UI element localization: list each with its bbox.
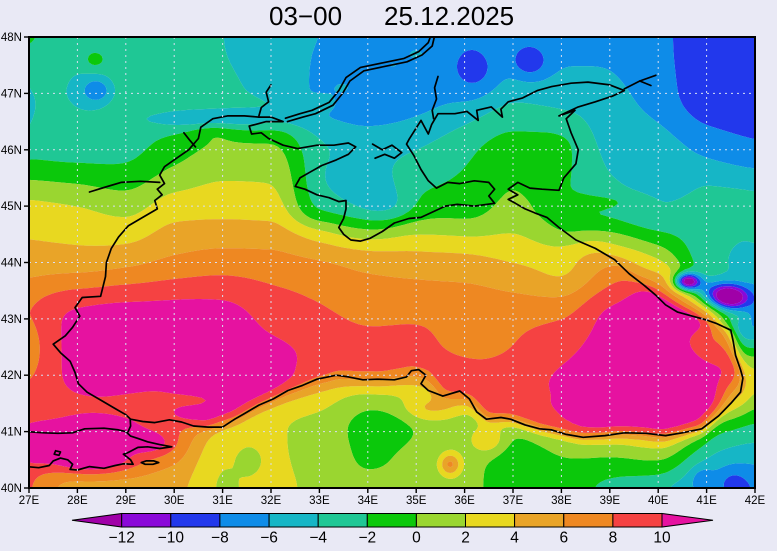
svg-text:30E: 30E xyxy=(164,495,185,507)
svg-text:42E: 42E xyxy=(745,495,766,507)
svg-text:−8: −8 xyxy=(211,530,229,547)
svg-text:28E: 28E xyxy=(67,495,88,507)
svg-text:39E: 39E xyxy=(600,495,621,507)
svg-text:47N: 47N xyxy=(1,88,22,100)
svg-text:−2: −2 xyxy=(358,530,376,547)
svg-text:41E: 41E xyxy=(696,495,717,507)
svg-text:44N: 44N xyxy=(1,258,22,270)
svg-text:29E: 29E xyxy=(116,495,137,507)
svg-text:43N: 43N xyxy=(1,314,22,326)
svg-text:31E: 31E xyxy=(212,495,233,507)
svg-text:48N: 48N xyxy=(1,32,22,44)
svg-text:03−00: 03−00 xyxy=(269,1,342,31)
svg-text:6: 6 xyxy=(559,530,568,547)
svg-text:37E: 37E xyxy=(503,495,524,507)
svg-text:2: 2 xyxy=(461,530,470,547)
svg-text:−4: −4 xyxy=(309,530,327,547)
svg-text:45N: 45N xyxy=(1,201,22,213)
svg-text:−12: −12 xyxy=(109,530,135,547)
svg-text:40N: 40N xyxy=(1,483,22,495)
svg-text:10: 10 xyxy=(653,530,671,547)
svg-text:0: 0 xyxy=(412,530,421,547)
svg-text:38E: 38E xyxy=(551,495,572,507)
svg-text:8: 8 xyxy=(609,530,618,547)
svg-text:36E: 36E xyxy=(454,495,475,507)
svg-text:40E: 40E xyxy=(648,495,669,507)
svg-text:−10: −10 xyxy=(158,530,185,547)
svg-text:41N: 41N xyxy=(1,427,22,439)
svg-text:34E: 34E xyxy=(358,495,379,507)
svg-text:27E: 27E xyxy=(19,495,40,507)
svg-text:42N: 42N xyxy=(1,370,22,382)
svg-text:35E: 35E xyxy=(406,495,427,507)
svg-text:−6: −6 xyxy=(260,530,278,547)
svg-text:32E: 32E xyxy=(261,495,282,507)
svg-text:46N: 46N xyxy=(1,145,22,157)
svg-text:4: 4 xyxy=(510,530,519,547)
svg-text:33E: 33E xyxy=(309,495,330,507)
svg-text:25.12.2025: 25.12.2025 xyxy=(384,1,514,31)
